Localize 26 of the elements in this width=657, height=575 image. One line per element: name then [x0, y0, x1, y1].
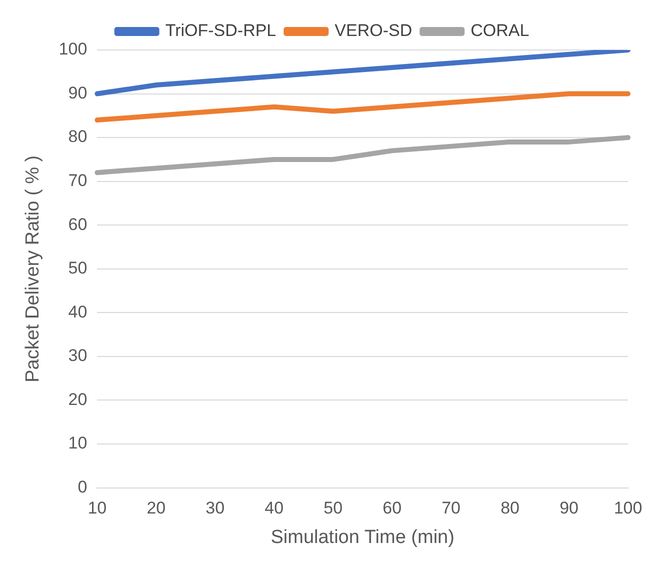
y-tick-label: 0 [78, 477, 88, 496]
x-axis-title: Simulation Time (min) [270, 526, 454, 548]
y-tick-label: 60 [68, 214, 88, 234]
legend-label: VERO-SD [334, 21, 412, 40]
x-tick-label: 40 [264, 498, 284, 518]
x-tick-label: 90 [560, 498, 578, 518]
x-tick-label: 80 [500, 498, 520, 518]
legend-label: TriOF-SD-RPL [165, 21, 276, 40]
x-tick-label: 70 [442, 498, 461, 518]
x-tick-label: 100 [614, 498, 642, 518]
y-tick-label: 100 [58, 40, 88, 59]
x-tick-label: 60 [382, 498, 402, 518]
y-tick-label: 70 [68, 171, 88, 190]
y-axis-title: Packet Delivery Ratio ( % ) [22, 155, 44, 382]
y-tick-label: 80 [68, 127, 88, 146]
x-tick-label: 20 [146, 498, 166, 518]
y-tick-label: 50 [68, 258, 88, 278]
y-tick-label: 30 [68, 346, 88, 366]
y-tick-label: 90 [68, 83, 88, 102]
y-tick-label: 10 [68, 434, 88, 453]
y-tick-label: 20 [68, 390, 88, 409]
x-tick-label: 50 [324, 498, 343, 518]
x-tick-label: 10 [88, 498, 107, 518]
x-tick-label: 30 [206, 498, 225, 518]
legend-label: CORAL [470, 21, 530, 40]
y-tick-label: 40 [68, 302, 88, 322]
